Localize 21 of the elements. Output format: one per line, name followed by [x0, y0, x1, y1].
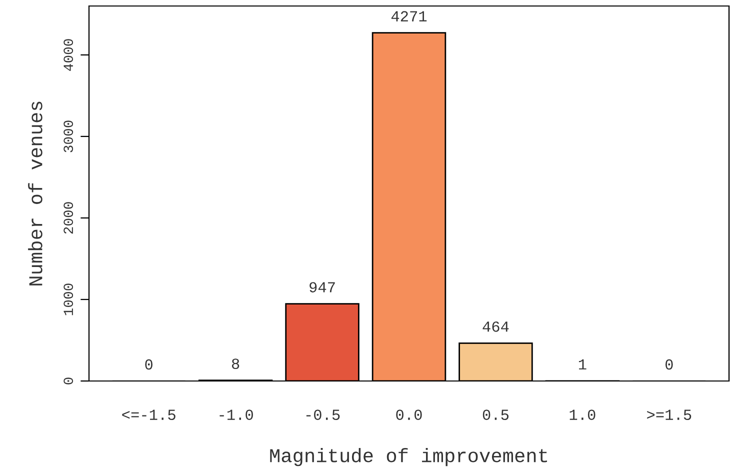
data-label: 4271 — [391, 11, 427, 22]
x-axis-title: Magnitude of improvement — [270, 448, 547, 466]
x-tick-label: 0.0 — [396, 410, 422, 420]
y-tick-label: 4000 — [64, 39, 74, 71]
y-axis-title: Number of venues — [28, 102, 42, 286]
data-label: 0 — [145, 359, 152, 370]
y-tick-label: 1000 — [64, 284, 74, 316]
y-tick-label: 3000 — [64, 120, 74, 152]
data-label: 947 — [310, 282, 335, 292]
x-tick-label: >=1.5 — [647, 410, 692, 420]
x-tick-label: <=-1.5 — [122, 410, 176, 420]
y-tick-label: 0 — [64, 378, 74, 384]
data-label: 8 — [232, 358, 240, 369]
x-tick-label: 1.0 — [570, 410, 596, 420]
x-tick-label: -1.0 — [220, 410, 253, 420]
x-tick-label: -0.5 — [306, 410, 340, 420]
data-label: 464 — [482, 321, 509, 332]
y-tick-label: 2000 — [64, 202, 74, 234]
data-label: 1 — [578, 359, 586, 370]
x-tick-label: 0.5 — [482, 410, 508, 420]
data-label: 0 — [666, 359, 673, 370]
